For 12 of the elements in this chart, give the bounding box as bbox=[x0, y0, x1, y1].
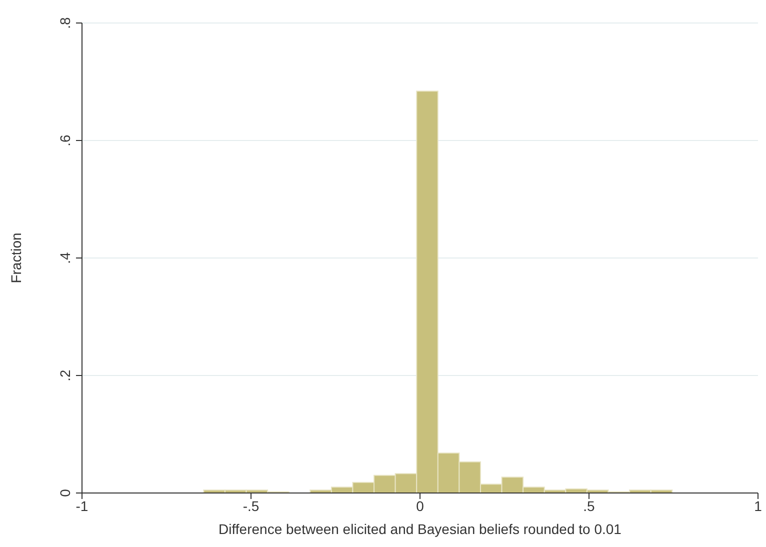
x-tick-label: -1 bbox=[76, 498, 88, 514]
x-tick-label: 1 bbox=[754, 498, 762, 514]
y-tick-label: .6 bbox=[57, 134, 73, 146]
y-tick-label: .2 bbox=[57, 369, 73, 382]
y-tick-label: .4 bbox=[57, 252, 73, 264]
y-tick-label: 0 bbox=[57, 488, 73, 497]
x-axis-title: Difference between elicited and Bayesian beliefs rounded to 0.01 bbox=[218, 521, 622, 537]
x-tick-label: 0 bbox=[416, 498, 424, 514]
y-tick-label: .8 bbox=[57, 16, 73, 29]
y-axis-title: Fraction bbox=[8, 232, 24, 284]
x-tick-label: .5 bbox=[583, 498, 596, 514]
x-tick-label: -.5 bbox=[242, 498, 260, 514]
